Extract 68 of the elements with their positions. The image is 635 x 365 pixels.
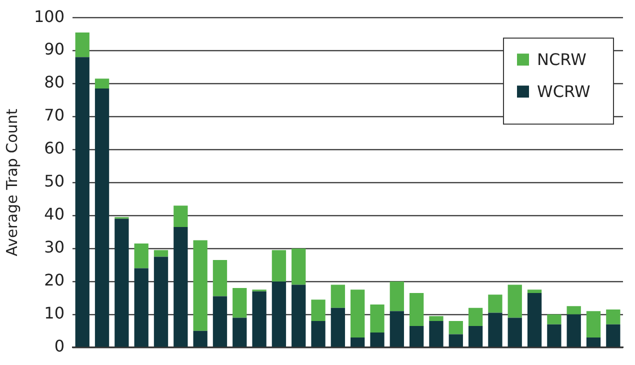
bar xyxy=(154,256,168,347)
bar xyxy=(566,314,581,347)
bar xyxy=(508,318,522,347)
y-tick-label: 10 xyxy=(44,304,65,323)
bar xyxy=(232,288,247,318)
bar xyxy=(527,290,542,293)
bar xyxy=(586,311,601,338)
y-tick-label: 100 xyxy=(34,6,65,26)
bar xyxy=(212,296,228,347)
bar xyxy=(390,311,404,347)
bar xyxy=(429,316,444,322)
legend-label: WCRW xyxy=(537,82,590,101)
bar xyxy=(311,321,326,347)
bar xyxy=(330,284,346,308)
y-tick-label: 80 xyxy=(44,72,65,92)
bar xyxy=(272,250,286,282)
bar xyxy=(75,57,90,347)
bar xyxy=(468,326,483,347)
bar xyxy=(311,300,326,322)
bar xyxy=(547,314,562,324)
y-tick-label: 60 xyxy=(44,138,65,158)
bar xyxy=(330,308,346,347)
bar xyxy=(134,244,148,268)
y-tick-label: 40 xyxy=(44,204,65,224)
bar xyxy=(547,324,562,347)
bar xyxy=(174,206,188,228)
bar xyxy=(292,284,306,347)
bar xyxy=(527,292,542,347)
legend-label: NCRW xyxy=(537,50,587,69)
bar xyxy=(488,312,502,347)
y-tick-label: 0 xyxy=(54,336,65,356)
bar xyxy=(272,281,286,347)
bar xyxy=(448,321,463,334)
bar xyxy=(350,290,365,338)
bar xyxy=(370,332,384,347)
bar xyxy=(448,334,463,347)
bar xyxy=(252,291,266,347)
bar xyxy=(212,260,228,296)
bar xyxy=(410,326,424,347)
bar xyxy=(94,88,110,347)
bar xyxy=(134,268,148,347)
bar xyxy=(468,308,483,326)
y-tick-label: 90 xyxy=(44,40,65,59)
bar xyxy=(390,281,404,312)
bar xyxy=(586,338,601,347)
bar xyxy=(193,330,208,347)
bar xyxy=(508,284,522,318)
bar xyxy=(350,338,365,347)
bar xyxy=(75,32,90,58)
bar xyxy=(488,294,502,313)
bar xyxy=(410,292,424,326)
bar xyxy=(232,318,247,347)
bar xyxy=(606,309,620,324)
bar xyxy=(193,240,208,331)
bar xyxy=(174,227,188,347)
y-tick-label: 30 xyxy=(44,238,65,257)
bar xyxy=(292,248,306,285)
y-tick-label: 50 xyxy=(44,172,65,191)
bar xyxy=(429,321,444,347)
bar xyxy=(94,78,110,89)
bar xyxy=(154,250,168,257)
y-tick-label: 70 xyxy=(44,106,65,125)
y-tick-label: 20 xyxy=(44,270,65,290)
bar xyxy=(370,304,384,333)
y-axis-title: Average Trap Count xyxy=(2,108,21,256)
bar xyxy=(606,324,620,347)
bar xyxy=(114,218,129,347)
bar xyxy=(566,306,581,314)
